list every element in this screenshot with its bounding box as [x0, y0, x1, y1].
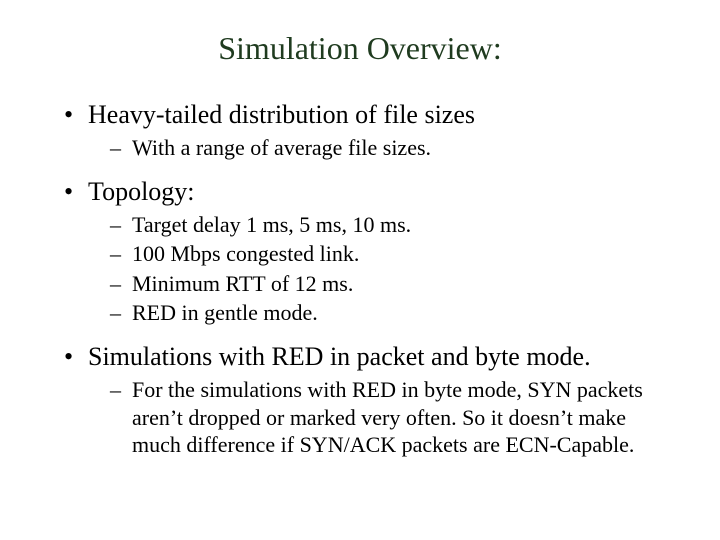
bullet-item: Simulations with RED in packet and byte … [60, 341, 680, 459]
slide: Simulation Overview: Heavy-tailed distri… [0, 0, 720, 540]
bullet-text: Simulations with RED in packet and byte … [88, 342, 591, 371]
slide-content: Heavy-tailed distribution of file sizes … [0, 99, 720, 459]
sub-list: With a range of average file sizes. [88, 134, 680, 162]
sub-item: Target delay 1 ms, 5 ms, 10 ms. [110, 211, 680, 239]
bullet-text: Heavy-tailed distribution of file sizes [88, 100, 475, 129]
sub-item: 100 Mbps congested link. [110, 240, 680, 268]
slide-title: Simulation Overview: [0, 0, 720, 85]
bullet-item: Topology: Target delay 1 ms, 5 ms, 10 ms… [60, 176, 680, 327]
sub-list: For the simulations with RED in byte mod… [88, 376, 680, 459]
sub-item: Minimum RTT of 12 ms. [110, 270, 680, 298]
bullet-list: Heavy-tailed distribution of file sizes … [60, 99, 680, 459]
bullet-text: Topology: [88, 177, 195, 206]
sub-item: For the simulations with RED in byte mod… [110, 376, 680, 459]
sub-list: Target delay 1 ms, 5 ms, 10 ms. 100 Mbps… [88, 211, 680, 327]
sub-item: With a range of average file sizes. [110, 134, 680, 162]
bullet-item: Heavy-tailed distribution of file sizes … [60, 99, 680, 162]
sub-item: RED in gentle mode. [110, 299, 680, 327]
